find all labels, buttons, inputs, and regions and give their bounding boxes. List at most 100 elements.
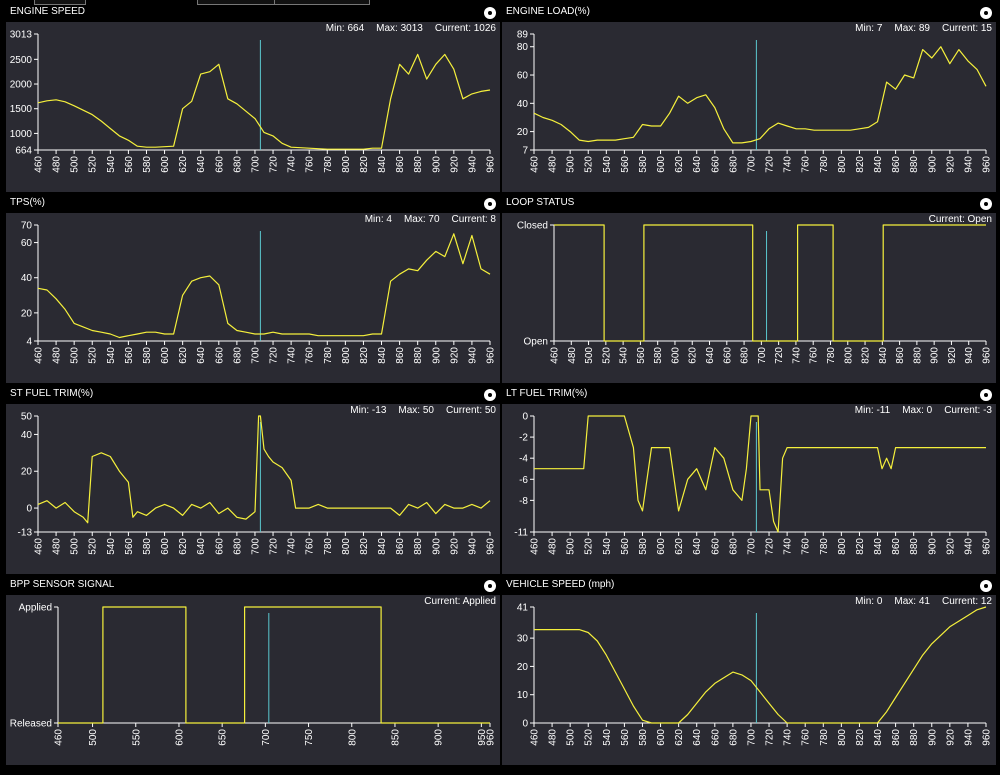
stats-readout: Min: 0 Max: 41 Current: 12 [843, 596, 992, 607]
stat-max: Max: 3013 [376, 23, 423, 34]
x-tick-label: 580 [142, 156, 153, 173]
y-tick-label: 80 [517, 42, 529, 53]
x-tick-label: 640 [196, 156, 207, 173]
data-trace [58, 606, 490, 724]
x-tick-label: 620 [674, 729, 685, 746]
stat-max: Max: 41 [894, 596, 930, 607]
tps-panel: TPS(%) Min: 4 Max: 70 Current: 8 4 20 40 60 70 46… [6, 195, 500, 383]
x-tick-label: 860 [395, 347, 406, 364]
x-tick-label: 600 [656, 729, 667, 746]
x-tick-label: 700 [746, 156, 757, 173]
toolbar-tab-1[interactable] [34, 0, 86, 5]
panel-close-icon[interactable] [484, 580, 496, 592]
plot-area: Min: 4 Max: 70 Current: 8 4 20 40 60 70 460 480 50… [6, 213, 500, 383]
x-tick-label: 900 [434, 729, 445, 746]
chart-svg: 664 1000 1500 2000 2500 3013 460 480 500 520 540 56… [10, 30, 497, 173]
data-trace [37, 233, 491, 339]
stat-min: Min: 664 [325, 23, 365, 34]
panel-close-icon[interactable] [980, 389, 992, 401]
panel-close-icon[interactable] [980, 7, 992, 19]
x-tick-label: 780 [323, 347, 334, 364]
x-tick-label: 740 [287, 156, 298, 173]
toolbar-tab-3[interactable] [274, 0, 370, 5]
stat-min: Min: -11 [854, 405, 891, 416]
x-tick-label: 700 [757, 347, 768, 364]
x-tick-label: 660 [214, 347, 225, 364]
y-tick-label: 20 [21, 467, 33, 478]
x-tick-label: 880 [909, 538, 920, 555]
x-tick-label: 600 [174, 729, 185, 746]
x-tick-label: 700 [746, 729, 757, 746]
bpp-sensor-panel: BPP SENSOR SIGNAL Current: Applied Release… [6, 577, 500, 765]
x-tick-label: 550 [131, 729, 142, 746]
x-tick-label: 740 [287, 347, 298, 364]
x-tick-label: 800 [347, 729, 358, 746]
x-tick-label: 960 [486, 538, 497, 555]
panel-close-icon[interactable] [484, 198, 496, 210]
x-tick-label: 620 [674, 538, 685, 555]
x-tick-label: 920 [945, 156, 956, 173]
y-tick-label: -8 [519, 496, 528, 507]
x-tick-label: 760 [801, 538, 812, 555]
x-tick-label: 780 [819, 729, 830, 746]
y-tick-label: 2500 [10, 55, 33, 66]
x-tick-label: 540 [602, 729, 613, 746]
y-tick-label: 0 [522, 412, 528, 423]
x-tick-label: 840 [878, 347, 889, 364]
x-tick-label: 560 [620, 729, 631, 746]
x-tick-label: 940 [467, 347, 478, 364]
x-tick-label: 900 [927, 538, 938, 555]
x-tick-label: 940 [963, 538, 974, 555]
x-tick-label: 750 [304, 729, 315, 746]
panel-title: ENGINE LOAD(%) [506, 6, 590, 17]
x-tick-label: 920 [947, 347, 958, 364]
x-tick-label: 740 [791, 347, 802, 364]
x-tick-label: 900 [927, 156, 938, 173]
x-tick-label: 960 [982, 156, 993, 173]
stat-current: Current: 1026 [434, 23, 496, 34]
x-tick-label: 920 [449, 538, 460, 555]
y-tick-label: Applied [19, 603, 52, 614]
panel-title: BPP SENSOR SIGNAL [10, 579, 115, 590]
x-tick-label: 820 [855, 156, 866, 173]
x-tick-label: 560 [124, 538, 135, 555]
stat-current: Current: 15 [941, 23, 992, 34]
y-tick-label: Closed [517, 221, 548, 232]
panel-title: ST FUEL TRIM(%) [10, 388, 94, 399]
chart-svg: Open Closed 460 480 500 520 540 560 580 600 620 640… [517, 221, 993, 364]
chart-svg: 0 10 20 30 41 460 480 500 520 540 560 580 600 620 640 6… [517, 603, 993, 746]
x-tick-label: 480 [548, 729, 559, 746]
y-tick-label: 40 [21, 430, 33, 441]
x-tick-label: 800 [341, 347, 352, 364]
data-trace [534, 415, 986, 533]
y-tick-label: 20 [517, 662, 529, 673]
stats-readout: Min: 7 Max: 89 Current: 15 [843, 23, 992, 34]
x-tick-label: 860 [891, 729, 902, 746]
x-tick-label: 960 [982, 538, 993, 555]
x-tick-label: 480 [548, 156, 559, 173]
x-tick-label: 780 [819, 538, 830, 555]
x-tick-label: 680 [740, 347, 751, 364]
panel-close-icon[interactable] [980, 198, 992, 210]
vehicle-speed-panel: VEHICLE SPEED (mph) Min: 0 Max: 41 Current:… [502, 577, 996, 765]
x-tick-label: 680 [232, 156, 243, 173]
y-tick-label: 1000 [10, 129, 33, 140]
y-tick-label: 60 [21, 238, 33, 249]
y-tick-label: 0 [26, 504, 32, 515]
panel-title: TPS(%) [10, 197, 45, 208]
x-tick-label: 920 [945, 729, 956, 746]
x-tick-label: 880 [909, 729, 920, 746]
stat-max: Max: 89 [894, 23, 930, 34]
x-tick-label: 500 [584, 347, 595, 364]
x-tick-label: 540 [106, 347, 117, 364]
x-tick-label: 760 [305, 347, 316, 364]
panel-close-icon[interactable] [484, 7, 496, 19]
x-tick-label: 800 [837, 538, 848, 555]
x-tick-label: 680 [728, 156, 739, 173]
x-tick-label: 740 [287, 538, 298, 555]
panel-close-icon[interactable] [484, 389, 496, 401]
panel-close-icon[interactable] [980, 580, 992, 592]
x-tick-label: 760 [305, 156, 316, 173]
x-tick-label: 740 [783, 156, 794, 173]
x-tick-label: 640 [692, 729, 703, 746]
